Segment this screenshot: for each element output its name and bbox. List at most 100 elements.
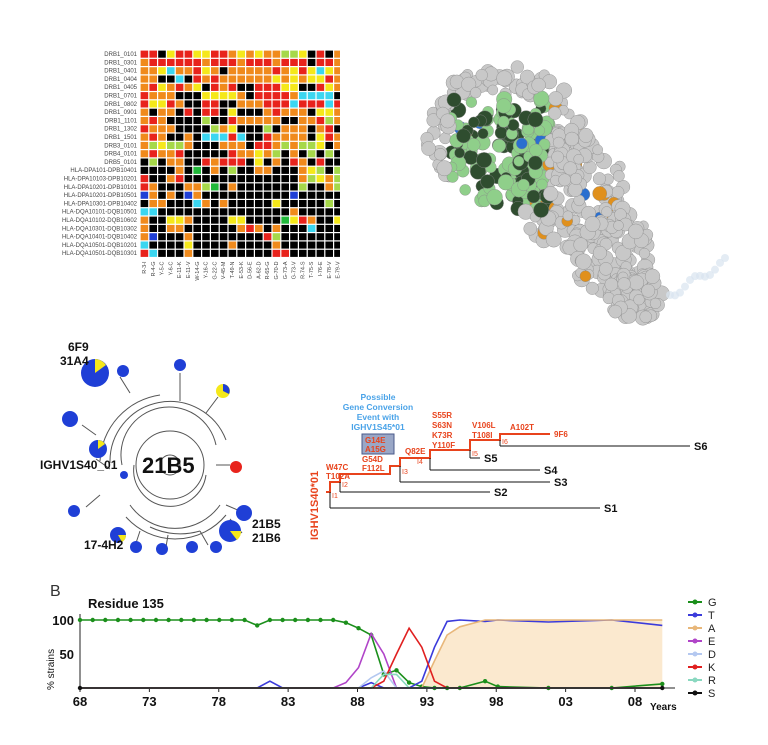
heatmap-cell [211, 117, 219, 125]
heatmap-cell [219, 241, 228, 249]
heatmap-cell [149, 166, 157, 174]
heatmap-cell [175, 75, 184, 83]
series-G-point [166, 617, 171, 623]
heatmap-cell [325, 216, 333, 224]
heatmap-cell [299, 108, 307, 116]
heatmap-cell [167, 75, 175, 83]
heatmap-cell [175, 200, 184, 208]
node-I3: I3 [402, 469, 408, 476]
x-tick-label: 83 [281, 694, 295, 709]
heatmap-cell [175, 241, 184, 249]
heatmap-cell [325, 50, 333, 58]
heatmap-cell [246, 191, 254, 199]
heatmap-cell [158, 141, 166, 149]
heatmap-cell [290, 158, 298, 166]
heatmap-cell [325, 83, 333, 91]
mutation-Y110F: Y110F [432, 441, 455, 450]
heatmap-cell [263, 191, 272, 199]
heatmap-cell [299, 58, 307, 66]
heatmap-cell [184, 241, 193, 249]
heatmap-cell [246, 233, 254, 241]
heatmap-cell [272, 183, 281, 191]
heatmap-cell [158, 241, 166, 249]
heatmap-cell [316, 150, 325, 158]
heatmap-cell [149, 191, 157, 199]
heatmap-cell [149, 58, 157, 66]
heatmap-cell [255, 175, 263, 183]
heatmap-cell [202, 191, 210, 199]
heatmap-cell [263, 166, 272, 174]
x-tick-label: 98 [489, 694, 503, 709]
heatmap-cell [193, 75, 201, 83]
heatmap-cell [272, 83, 281, 91]
heatmap-cell [228, 100, 237, 108]
heatmap-cell [255, 117, 263, 125]
heatmap-cell [193, 133, 201, 141]
heatmap-cell [334, 125, 342, 133]
heatmap-cell [140, 133, 149, 141]
heatmap-cell [140, 108, 149, 116]
heatmap-cell [281, 175, 289, 183]
heatmap-cell [281, 58, 289, 66]
heatmap-cell [263, 224, 272, 232]
heatmap-cell [290, 100, 298, 108]
heatmap-cell [255, 150, 263, 158]
legend-label: R [708, 675, 716, 687]
heatmap-cell [325, 100, 333, 108]
heatmap-cell [184, 67, 193, 75]
heatmap-cell [263, 100, 272, 108]
heatmap-cell [316, 158, 325, 166]
heatmap-cell [290, 58, 298, 66]
series-K-line [80, 626, 663, 689]
heatmap-cell [211, 150, 219, 158]
heatmap-cell [307, 191, 316, 199]
heatmap-cell [290, 249, 298, 257]
heatmap-cell [149, 216, 157, 224]
heatmap-cell [290, 83, 298, 91]
heatmap-cell [158, 150, 166, 158]
heatmap-cell [307, 241, 316, 249]
germline-label: IGHV1S40*01 [309, 471, 321, 540]
heatmap-cell [334, 133, 342, 141]
circular-tree-panel: 6F9 31A4 IGHV1S40_01 21B5 21B5 21B6 17-4… [30, 335, 300, 560]
heatmap-cell [237, 216, 245, 224]
heatmap-cell [158, 183, 166, 191]
heatmap-cell [175, 224, 184, 232]
heatmap-cell [167, 150, 175, 158]
tree-label-21B6: 21B6 [252, 531, 281, 545]
heatmap-cell [255, 50, 263, 58]
heatmap-cell [193, 158, 201, 166]
heatmap-cell [325, 108, 333, 116]
heatmap-cell [272, 208, 281, 216]
heatmap-cell [211, 100, 219, 108]
heatmap-cell [140, 125, 149, 133]
heatmap-cell [228, 150, 237, 158]
x-tick-label: 08 [628, 694, 642, 709]
heatmap-cell [237, 224, 245, 232]
series-G-point [128, 617, 133, 623]
heatmap-cell [316, 224, 325, 232]
heatmap-cell [316, 208, 325, 216]
x-tick-label: 93 [420, 694, 434, 709]
heatmap-row-label: DRB1_0101 [104, 52, 137, 58]
series-G-point [293, 617, 298, 623]
heatmap-cell [140, 75, 149, 83]
heatmap-cell [149, 158, 157, 166]
heatmap-cell [228, 224, 237, 232]
mutation-W47C: W47C [326, 463, 348, 472]
heatmap-cell [272, 67, 281, 75]
heatmap-cell [281, 208, 289, 216]
heatmap-cell [299, 249, 307, 257]
heatmap-cell [211, 58, 219, 66]
heatmap-cell [307, 117, 316, 125]
heatmap-cell [167, 249, 175, 257]
heatmap-cell [158, 117, 166, 125]
circular-phylogeny: 6F9 31A4 IGHV1S40_01 21B5 21B5 21B6 17-4… [40, 340, 281, 555]
heatmap-cell [175, 133, 184, 141]
heatmap-cell [263, 108, 272, 116]
heatmap-cell [299, 50, 307, 58]
heatmap-cell [272, 175, 281, 183]
heatmap-cell [255, 67, 263, 75]
heatmap-cell [263, 83, 272, 91]
heatmap-cell [299, 191, 307, 199]
